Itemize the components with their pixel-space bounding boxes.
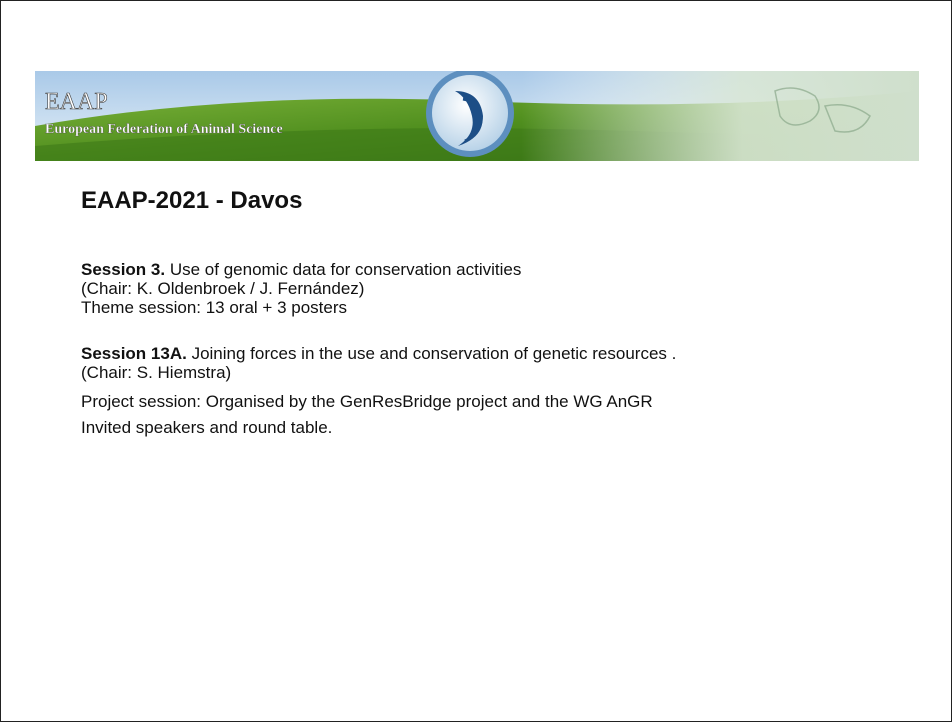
session-info: Project session: Organised by the GenRes…	[81, 389, 881, 441]
page: {"header": {"org": "EAAP", "subtitle": "…	[0, 0, 952, 722]
slide-title: EAAP-2021 - Davos	[81, 187, 302, 215]
session-chair: (Chair: S. Hiemstra)	[81, 363, 881, 382]
session: Session 3. Use of genomic data for conse…	[81, 260, 841, 317]
session-chair: (Chair: K. Oldenbroek / J. Fernández)	[81, 279, 841, 298]
session-line: Project session: Organised by the GenRes…	[81, 389, 881, 415]
session-info: Theme session: 13 oral + 3 posters	[81, 298, 841, 317]
slide: EAAP European Federation of Animal Scien…	[0, 0, 952, 722]
session-line: Invited speakers and round table.	[81, 415, 881, 441]
session-title: Use of genomic data for conservation act…	[170, 260, 522, 279]
session-head: Session 13A. Joining forces in the use a…	[81, 344, 821, 363]
session: Session 13A. Joining forces in the use a…	[81, 344, 881, 441]
session-title: Joining forces in the use and conservati…	[192, 344, 677, 363]
banner: EAAP European Federation of Animal Scien…	[35, 71, 919, 161]
org-subtitle: European Federation of Animal Science	[45, 122, 283, 137]
org-name: EAAP	[45, 89, 108, 115]
session-label: Session 3.	[81, 260, 165, 279]
session-label: Session 13A.	[81, 344, 187, 363]
session-head: Session 3. Use of genomic data for conse…	[81, 260, 841, 279]
